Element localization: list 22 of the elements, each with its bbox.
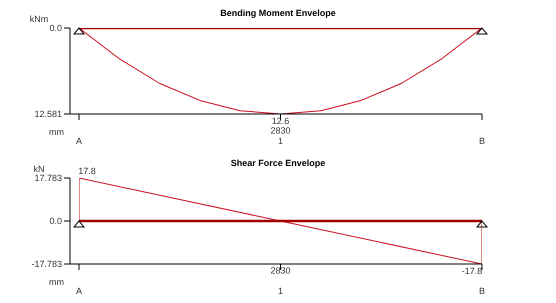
chart-title: Shear Force Envelope — [230, 158, 326, 168]
x-tick-label: A — [76, 286, 82, 296]
y-tick-label: 0.0 — [49, 216, 62, 226]
x-tick-label: A — [76, 136, 82, 146]
x-axis-title: mm — [49, 277, 64, 288]
text: 2830 — [270, 265, 291, 276]
y-tick-label: -17.783 — [31, 259, 62, 270]
y-axis-title: kNm — [30, 14, 48, 24]
data-label: 12.6 — [272, 116, 290, 126]
y-tick-label: 17.783 — [34, 173, 62, 184]
data-label: -17.8 — [462, 266, 482, 276]
chart-title: Bending Moment Envelope — [220, 8, 336, 18]
y-axis-title: kN — [34, 164, 44, 174]
x-tick-label: 1 — [278, 136, 284, 146]
y-tick-label: 0.0 — [49, 23, 62, 34]
x-tick-label: B — [478, 136, 486, 146]
x-tick-label: 1 — [278, 286, 284, 296]
x-tick-label: B — [478, 286, 486, 296]
text: 2830 — [270, 125, 291, 136]
y-tick-label: 12.581 — [34, 109, 62, 120]
x-axis-title: mm — [49, 127, 64, 138]
data-label: 17.8 — [78, 166, 96, 176]
